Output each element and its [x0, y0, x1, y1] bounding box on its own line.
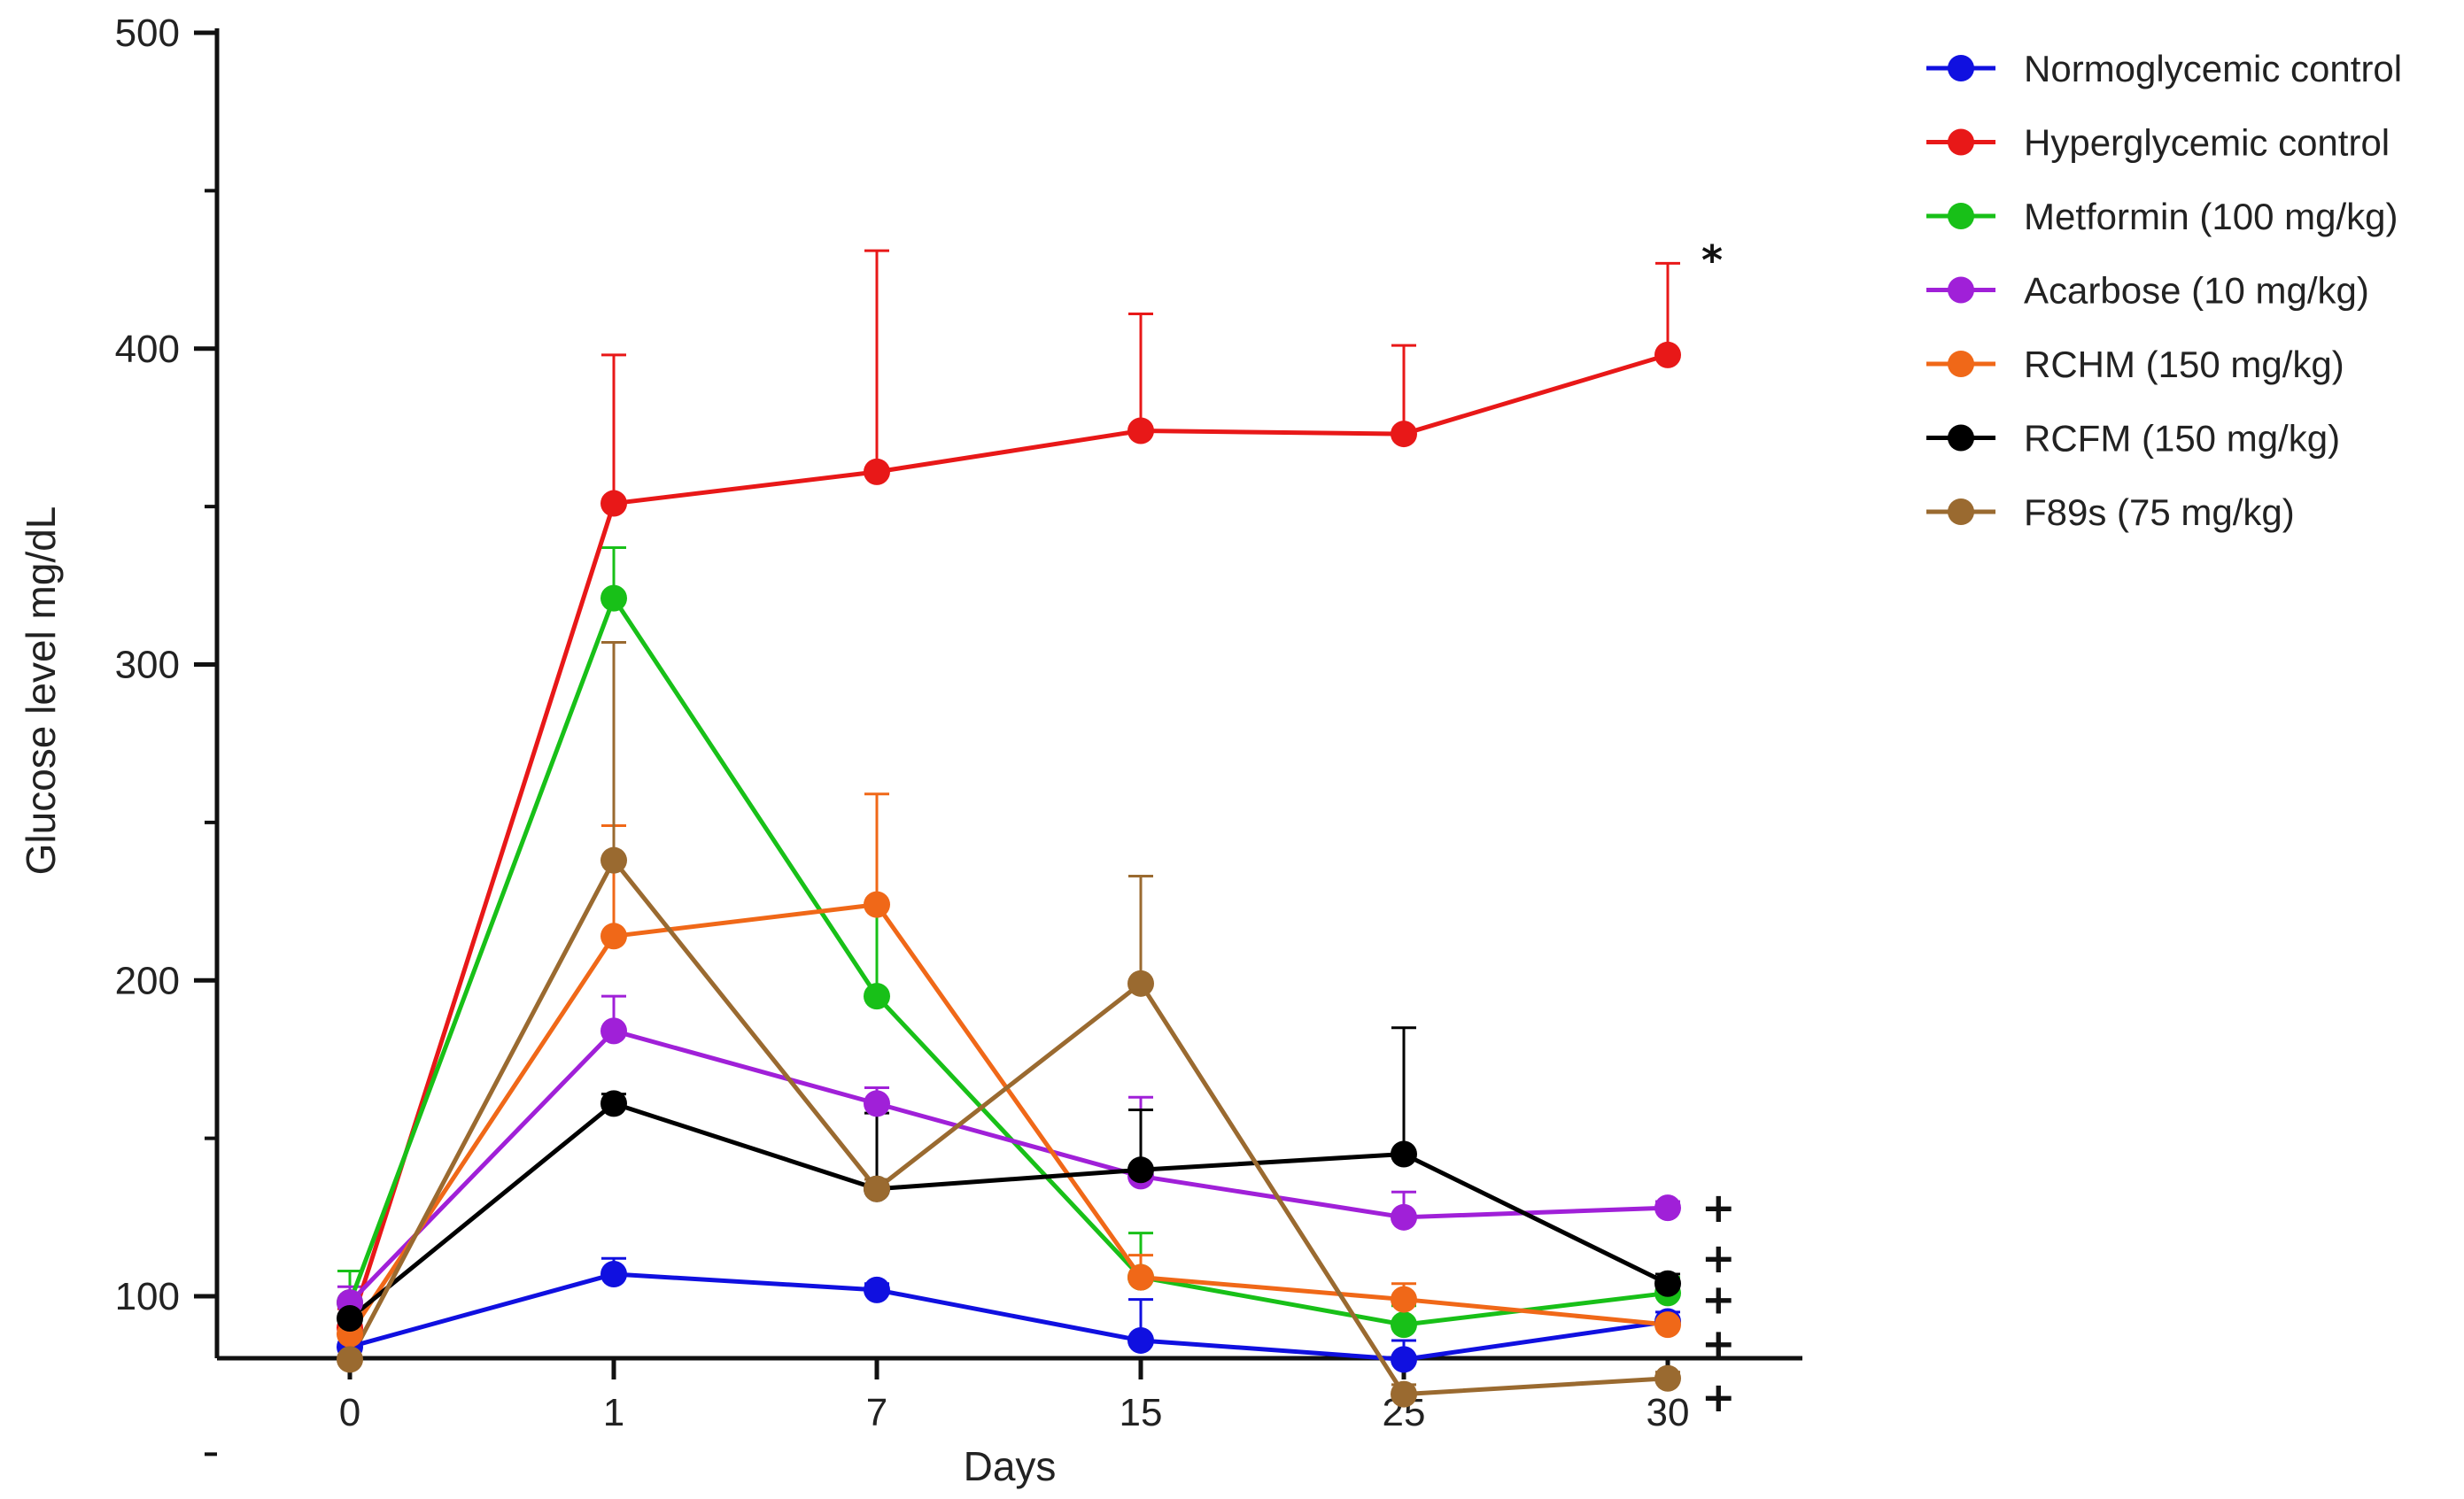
significance-marker: +	[1701, 1184, 1736, 1232]
y-tick-label: 400	[115, 328, 180, 371]
legend-item: RCFM (150 mg/kg)	[1926, 418, 2340, 460]
data-point	[601, 1017, 627, 1045]
y-tick-label: 500	[115, 12, 180, 55]
data-point	[601, 1090, 627, 1117]
x-axis-ticks: 0 1 7 15 25 30	[339, 1358, 1690, 1434]
x-axis-title: Days	[964, 1443, 1057, 1489]
data-point	[601, 923, 627, 950]
data-point	[1391, 1311, 1417, 1339]
data-point	[864, 458, 890, 485]
data-point	[864, 983, 890, 1010]
significance-marker: +	[1701, 1276, 1736, 1324]
x-tick-label: 1	[603, 1391, 624, 1434]
error-bars	[337, 249, 1680, 1395]
significance-annotations: *+++++	[1701, 236, 1736, 1421]
data-point	[1391, 1346, 1417, 1373]
y-axis-title: Glucose level mg/dL	[18, 506, 64, 876]
series-line	[349, 1271, 1669, 1362]
legend-swatch-marker	[1948, 276, 1974, 304]
data-point	[864, 1090, 890, 1117]
legend: Normoglycemic control Hyperglycemic contr…	[1926, 48, 2402, 533]
data-point	[1127, 1156, 1154, 1184]
significance-marker: +	[1701, 1320, 1736, 1368]
data-point	[864, 1276, 890, 1303]
legend-item: Metformin (100 mg/kg)	[1926, 196, 2398, 237]
data-point	[1127, 1326, 1154, 1354]
legend-label: F89s (75 mg/kg)	[2024, 491, 2295, 533]
data-point	[1654, 1364, 1681, 1392]
legend-label: RCFM (150 mg/kg)	[2024, 418, 2340, 460]
legend-label: Metformin (100 mg/kg)	[2024, 196, 2398, 237]
data-point	[864, 1175, 890, 1202]
y-tick-label: 100	[115, 1275, 180, 1318]
legend-swatch-marker	[1948, 203, 1974, 229]
legend-item: RCHM (150 mg/kg)	[1926, 344, 2344, 385]
series-line	[347, 352, 1669, 1329]
legend-item: F89s (75 mg/kg)	[1926, 491, 2295, 533]
data-point	[1654, 1270, 1681, 1297]
data-point	[1127, 970, 1154, 997]
x-tick-label: 0	[339, 1391, 360, 1434]
series-line	[347, 858, 1669, 1397]
series-line	[348, 1101, 1670, 1320]
data-point	[1654, 341, 1681, 368]
legend-item: Hyperglycemic control	[1926, 122, 2390, 164]
data-point	[1654, 1194, 1681, 1222]
legend-label: Normoglycemic control	[2024, 48, 2402, 89]
legend-label: Acarbose (10 mg/kg)	[2024, 270, 2369, 312]
legend-label: Hyperglycemic control	[2024, 122, 2390, 164]
data-point	[1391, 421, 1417, 448]
legend-swatch-marker	[1948, 424, 1974, 452]
data-point	[864, 891, 890, 918]
data-point	[601, 490, 627, 517]
x-tick-label: 30	[1647, 1391, 1690, 1434]
y-tick-label: 200	[115, 959, 180, 1002]
data-point	[337, 1346, 363, 1373]
legend-swatch-marker	[1948, 498, 1974, 525]
data-point	[601, 584, 627, 612]
data-point	[601, 846, 627, 874]
series-lines	[347, 352, 1670, 1397]
data-point	[1654, 1311, 1681, 1339]
legend-item: Normoglycemic control	[1926, 48, 2402, 89]
y-tick-label: 300	[115, 644, 180, 687]
data-point	[1127, 1263, 1154, 1291]
legend-swatch-marker	[1948, 128, 1974, 156]
legend-swatch-marker	[1948, 55, 1974, 81]
x-tick-label: 7	[866, 1391, 887, 1434]
data-point	[1391, 1380, 1417, 1408]
series-points	[337, 341, 1681, 1408]
series-line	[347, 902, 1669, 1336]
legend-label: RCHM (150 mg/kg)	[2024, 344, 2344, 385]
data-point	[1391, 1203, 1417, 1231]
significance-marker: *	[1701, 236, 1723, 284]
x-tick-label: 15	[1120, 1391, 1163, 1434]
data-point	[1391, 1140, 1417, 1168]
legend-swatch-marker	[1948, 351, 1974, 377]
data-point	[1127, 417, 1154, 444]
significance-marker: +	[1701, 1234, 1736, 1282]
series-line	[348, 1028, 1669, 1304]
data-point	[337, 1304, 363, 1332]
data-point	[1391, 1286, 1417, 1313]
data-point	[601, 1261, 627, 1288]
significance-marker: +	[1701, 1373, 1736, 1421]
y-axis-ticks: 100 200 300 400 500	[115, 12, 217, 1457]
legend-item: Acarbose (10 mg/kg)	[1926, 270, 2369, 312]
series-line	[347, 596, 1669, 1327]
